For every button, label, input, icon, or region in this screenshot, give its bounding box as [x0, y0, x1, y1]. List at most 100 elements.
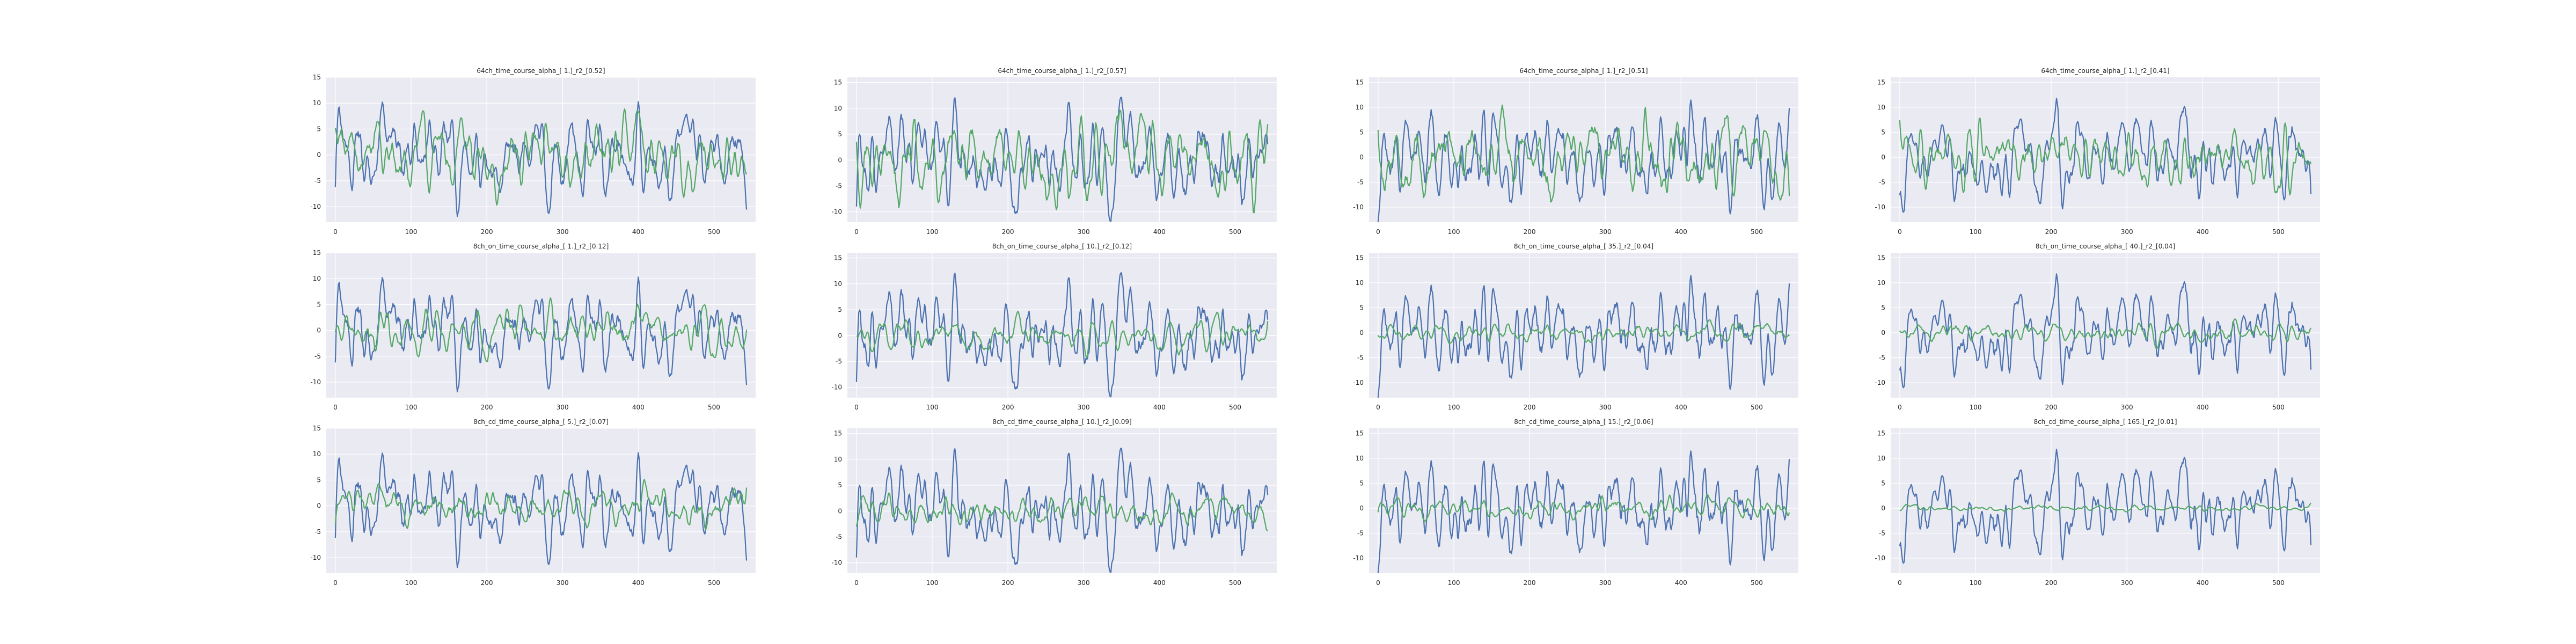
y-tick-label: 5: [1881, 304, 1885, 311]
y-tick-label: -10: [310, 378, 321, 386]
x-tick-label: 200: [2045, 579, 2058, 587]
y-tick-label: -5: [1357, 354, 1364, 362]
y-tick-label: -5: [1879, 354, 1885, 362]
y-tick-label: 15: [1877, 429, 1885, 437]
x-tick-label: 300: [1078, 404, 1090, 411]
x-tick-label: 400: [1153, 579, 1166, 587]
series-line-model: [1899, 118, 2312, 196]
series-line-model: [334, 108, 748, 206]
x-tick-label: 100: [1448, 404, 1460, 411]
subplot-title: 8ch_on_time_course_alpha_[ 35.]_r2_[0.04…: [1514, 243, 1653, 250]
subplot-2: 0 100 200 300 400 500 -10 -5 0 5 10 15 64ch_time_cou…: [831, 67, 1277, 236]
y-tick-label: 5: [317, 125, 321, 133]
y-tick-label: 0: [1881, 504, 1885, 512]
x-tick-label: 200: [1524, 228, 1536, 236]
series-line-signal: [334, 276, 748, 393]
x-tick-label: 200: [2045, 404, 2058, 411]
x-tick-label: 500: [1751, 404, 1763, 411]
x-tick-label: 300: [2121, 404, 2133, 411]
series-line-model: [1899, 318, 2312, 349]
y-tick-label: -5: [1357, 179, 1364, 186]
y-tick-label: 5: [1359, 128, 1364, 136]
x-tick-label: 500: [708, 579, 720, 587]
x-tick-label: 0: [1898, 579, 1902, 587]
x-tick-label: 400: [632, 404, 645, 411]
y-tick-label: -10: [831, 384, 842, 391]
x-tick-label: 500: [1751, 228, 1763, 236]
y-tick-label: 15: [834, 254, 842, 262]
y-tick-label: 10: [834, 456, 842, 463]
subplot-11: 0 100 200 300 400 500 -10 -5 0 5 10 15 8ch_cd_time_c…: [1353, 418, 1798, 587]
plot-area: [326, 77, 756, 222]
x-tick-label: 300: [557, 579, 569, 587]
series-line-signal: [1377, 450, 1790, 574]
x-tick-label: 500: [708, 404, 720, 411]
x-tick-label: 300: [1078, 228, 1090, 236]
x-tick-label: 400: [1153, 404, 1166, 411]
x-tick-label: 300: [2121, 579, 2133, 587]
subplot-title: 8ch_cd_time_course_alpha_[ 165.]_r2_[0.0…: [2033, 418, 2177, 426]
x-tick-label: 400: [2197, 228, 2209, 236]
subplot-title: 64ch_time_course_alpha_[ 1.]_r2_[0.57]: [998, 67, 1126, 75]
y-tick-label: -10: [1875, 554, 1885, 562]
x-tick-label: 200: [1524, 404, 1536, 411]
subplot-3: 0 100 200 300 400 500 -10 -5 0 5 10 15 64ch_time_cou…: [1353, 67, 1798, 236]
y-tick-label: 0: [838, 156, 842, 164]
y-tick-label: 15: [1877, 78, 1885, 86]
x-tick-label: 100: [405, 228, 418, 236]
y-tick-label: 15: [313, 74, 321, 81]
y-tick-label: -10: [1875, 203, 1885, 211]
x-tick-label: 400: [632, 579, 645, 587]
x-tick-label: 200: [481, 228, 493, 236]
x-tick-label: 500: [1229, 228, 1241, 236]
subplot-title: 8ch_on_time_course_alpha_[ 10.]_r2_[0.12…: [992, 243, 1132, 250]
subplot-1: 0 100 200 300 400 500 -10 -5 0 5 10 15 64ch_time_cou…: [310, 67, 756, 236]
x-tick-label: 200: [2045, 228, 2058, 236]
y-tick-label: 10: [1877, 455, 1885, 462]
y-tick-label: 10: [1877, 104, 1885, 111]
series-line-model: [334, 479, 748, 531]
series-line-signal: [1377, 99, 1790, 223]
subplot-title: 8ch_on_time_course_alpha_[ 1.]_r2_[0.12]: [473, 243, 609, 250]
y-tick-label: -10: [831, 208, 842, 216]
y-tick-label: 10: [834, 280, 842, 288]
x-tick-label: 0: [854, 404, 859, 411]
x-tick-label: 100: [926, 228, 939, 236]
y-tick-label: 0: [1359, 153, 1364, 161]
y-tick-label: 0: [317, 502, 321, 510]
y-tick-label: -5: [1879, 179, 1885, 186]
plot-area: [847, 253, 1277, 398]
y-tick-label: -5: [836, 182, 842, 190]
x-tick-label: 0: [333, 228, 338, 236]
x-tick-label: 400: [1153, 228, 1166, 236]
y-tick-label: 15: [1356, 254, 1364, 261]
subplot-title: 8ch_on_time_course_alpha_[ 40.]_r2_[0.04…: [2036, 243, 2175, 250]
y-tick-label: -5: [314, 353, 321, 360]
y-tick-label: 15: [313, 249, 321, 257]
x-tick-label: 0: [333, 579, 338, 587]
y-tick-label: 5: [838, 130, 842, 138]
subplot-title: 8ch_cd_time_course_alpha_[ 10.]_r2_[0.09…: [992, 418, 1131, 426]
subplot-10: 0 100 200 300 400 500 -10 -5 0 5 10 15 8ch_cd_time_c…: [831, 418, 1277, 587]
y-tick-label: 10: [834, 105, 842, 112]
x-tick-label: 400: [1675, 404, 1687, 411]
series-line-model: [856, 311, 1269, 359]
series-line-signal: [1899, 98, 2312, 213]
x-tick-label: 500: [1751, 579, 1763, 587]
x-tick-label: 200: [1524, 579, 1536, 587]
y-tick-label: 10: [1356, 455, 1364, 462]
subplot-6: 0 100 200 300 400 500 -10 -5 0 5 10 15 8ch_on_time_c…: [831, 243, 1277, 411]
x-tick-label: 500: [1229, 579, 1241, 587]
x-tick-label: 300: [1599, 404, 1612, 411]
series-line-signal: [334, 101, 748, 217]
y-tick-label: -5: [1879, 530, 1885, 537]
y-tick-label: 5: [317, 476, 321, 484]
plot-area: [847, 77, 1277, 222]
x-tick-label: 100: [1970, 404, 1982, 411]
subplot-title: 8ch_cd_time_course_alpha_[ 5.]_r2_[0.07]: [473, 418, 609, 426]
x-tick-label: 200: [481, 579, 493, 587]
y-tick-label: 15: [313, 425, 321, 432]
x-tick-label: 0: [333, 404, 338, 411]
subplot-5: 0 100 200 300 400 500 -10 -5 0 5 10 15 8ch_on_time_c…: [310, 243, 756, 411]
x-tick-label: 100: [1448, 579, 1460, 587]
